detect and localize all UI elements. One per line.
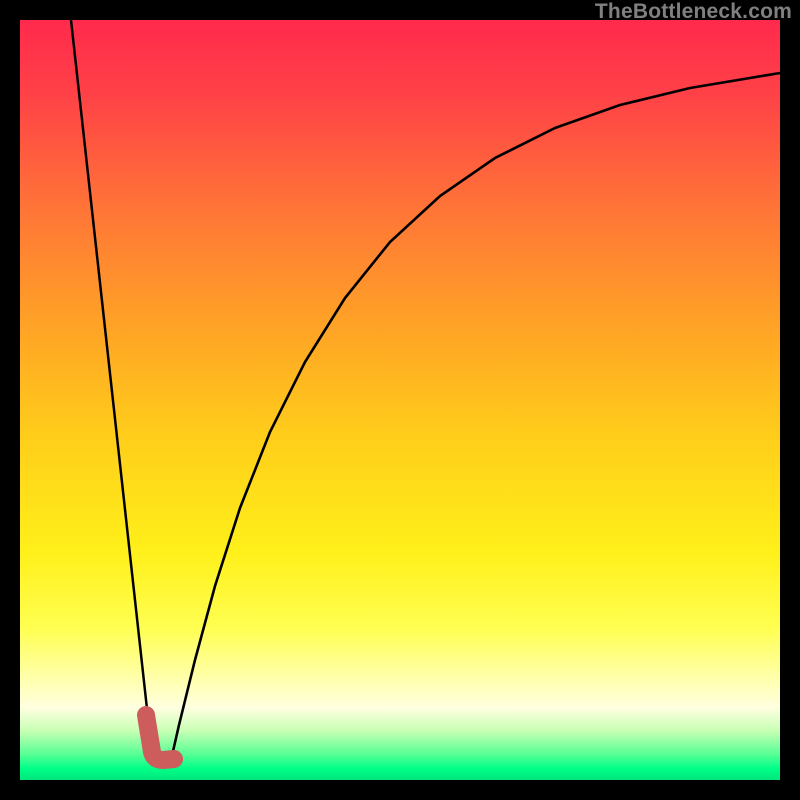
- watermark-label: TheBottleneck.com: [595, 0, 792, 24]
- chart-container: TheBottleneck.com: [0, 0, 800, 800]
- plot-background: [20, 20, 780, 780]
- chart-svg: [0, 0, 800, 800]
